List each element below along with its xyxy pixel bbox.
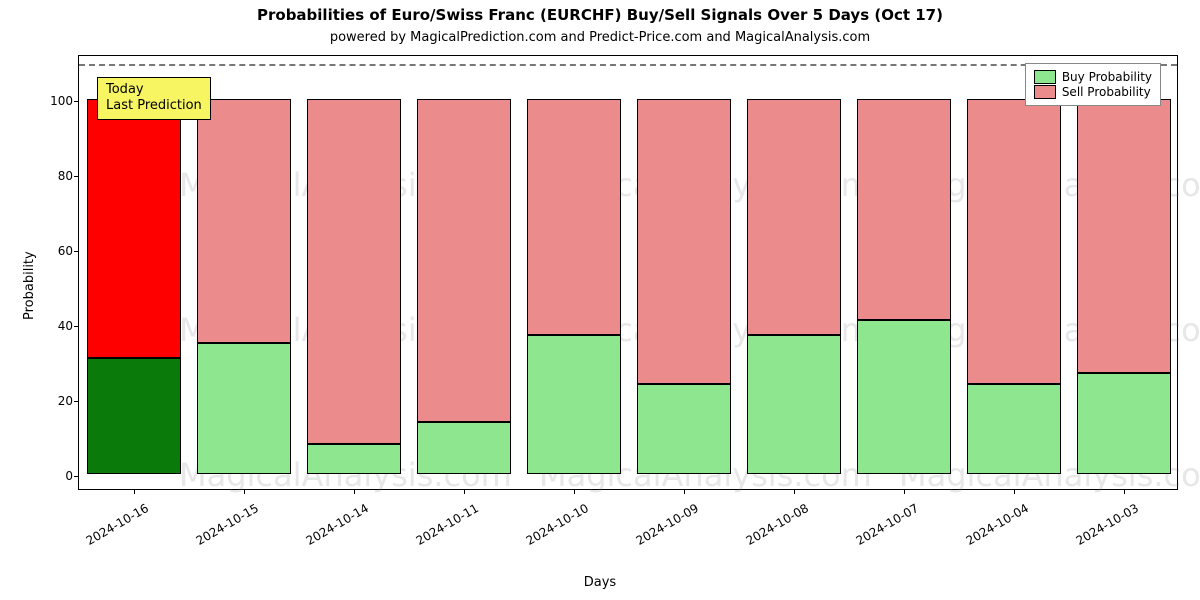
xtick-mark (1014, 489, 1015, 494)
ytick-label: 60 (33, 244, 73, 258)
buy-bar (87, 358, 181, 474)
buy-bar (307, 444, 401, 474)
xtick-mark (464, 489, 465, 494)
sell-bar (857, 99, 951, 320)
buy-bar (1077, 373, 1171, 474)
y-axis-label: Probability (22, 251, 37, 320)
bar-slot (307, 99, 401, 474)
legend-label-sell: Sell Probability (1062, 85, 1151, 99)
legend-row-sell: Sell Probability (1034, 85, 1152, 99)
annotation-line1: Today (106, 82, 202, 98)
xtick-mark (904, 489, 905, 494)
xtick-label: 2024-10-16 (75, 501, 151, 553)
buy-bar (527, 335, 621, 474)
legend-swatch-buy (1034, 70, 1056, 84)
xtick-mark (684, 489, 685, 494)
bar-slot (87, 99, 181, 474)
x-axis-label: Days (0, 575, 1200, 590)
bar-slot (637, 99, 731, 474)
ytick-mark (74, 176, 79, 177)
ytick-mark (74, 401, 79, 402)
bar-slot (197, 99, 291, 474)
bar-slot (1077, 99, 1171, 474)
sell-bar (637, 99, 731, 384)
chart-container: Probabilities of Euro/Swiss Franc (EURCH… (0, 0, 1200, 600)
ytick-label: 80 (33, 169, 73, 183)
xtick-label: 2024-10-11 (405, 501, 481, 553)
sell-bar (197, 99, 291, 343)
buy-bar (197, 343, 291, 474)
sell-bar (417, 99, 511, 422)
ytick-label: 40 (33, 319, 73, 333)
legend-row-buy: Buy Probability (1034, 70, 1152, 84)
bar-slot (417, 99, 511, 474)
buy-bar (967, 384, 1061, 474)
reference-line (79, 64, 1177, 66)
sell-bar (307, 99, 401, 444)
sell-bar (1077, 99, 1171, 373)
ytick-label: 20 (33, 394, 73, 408)
xtick-label: 2024-10-04 (955, 501, 1031, 553)
ytick-mark (74, 326, 79, 327)
annotation-line2: Last Prediction (106, 98, 202, 114)
xtick-label: 2024-10-10 (515, 501, 591, 553)
xtick-mark (574, 489, 575, 494)
sell-bar (747, 99, 841, 335)
bar-slot (747, 99, 841, 474)
sell-bar (87, 99, 181, 358)
ytick-mark (74, 101, 79, 102)
buy-bar (637, 384, 731, 474)
legend: Buy ProbabilitySell Probability (1025, 63, 1161, 106)
buy-bar (747, 335, 841, 474)
sell-bar (527, 99, 621, 335)
buy-bar (417, 422, 511, 475)
xtick-mark (1124, 489, 1125, 494)
bar-slot (857, 99, 951, 474)
today-annotation: TodayLast Prediction (97, 77, 211, 120)
xtick-label: 2024-10-14 (295, 501, 371, 553)
bar-slot (527, 99, 621, 474)
ytick-label: 0 (33, 469, 73, 483)
ytick-mark (74, 251, 79, 252)
legend-label-buy: Buy Probability (1062, 70, 1152, 84)
chart-subtitle: powered by MagicalPrediction.com and Pre… (0, 30, 1200, 45)
legend-swatch-sell (1034, 85, 1056, 99)
plot-area: 020406080100MagicalAnalysis.comMagicalAn… (78, 55, 1178, 490)
xtick-mark (134, 489, 135, 494)
ytick-label: 100 (33, 94, 73, 108)
buy-bar (857, 320, 951, 474)
xtick-label: 2024-10-08 (735, 501, 811, 553)
xtick-mark (244, 489, 245, 494)
xtick-label: 2024-10-07 (845, 501, 921, 553)
chart-title: Probabilities of Euro/Swiss Franc (EURCH… (0, 6, 1200, 24)
xtick-label: 2024-10-03 (1065, 501, 1141, 553)
xtick-label: 2024-10-15 (185, 501, 261, 553)
sell-bar (967, 99, 1061, 384)
ytick-mark (74, 476, 79, 477)
xtick-label: 2024-10-09 (625, 501, 701, 553)
xtick-mark (794, 489, 795, 494)
xtick-mark (354, 489, 355, 494)
bar-slot (967, 99, 1061, 474)
